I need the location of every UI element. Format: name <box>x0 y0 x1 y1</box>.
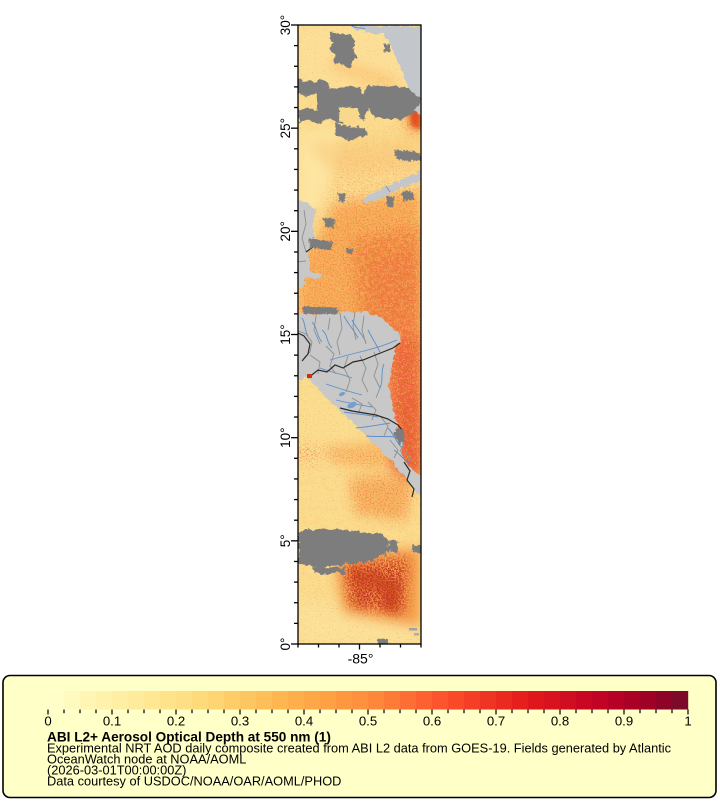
svg-text:0.7: 0.7 <box>487 713 505 728</box>
svg-text:20°: 20° <box>278 221 293 241</box>
svg-text:0.8: 0.8 <box>551 713 569 728</box>
svg-text:1: 1 <box>684 713 691 728</box>
svg-text:-85°: -85° <box>348 651 374 667</box>
svg-text:10°: 10° <box>278 427 293 447</box>
svg-text:0.9: 0.9 <box>615 713 633 728</box>
svg-text:Experimental NRT AOD daily com: Experimental NRT AOD daily composite cre… <box>47 741 672 756</box>
svg-text:5°: 5° <box>278 534 293 547</box>
svg-text:0.6: 0.6 <box>423 713 441 728</box>
svg-text:0: 0 <box>44 713 51 728</box>
svg-text:15°: 15° <box>278 324 293 344</box>
svg-text:30°: 30° <box>278 15 293 35</box>
svg-text:(2026-03-01T00:00:00Z): (2026-03-01T00:00:00Z) <box>47 763 186 778</box>
svg-text:25°: 25° <box>278 118 293 138</box>
svg-text:0.2: 0.2 <box>167 713 185 728</box>
svg-text:0°: 0° <box>278 638 293 651</box>
svg-text:0.1: 0.1 <box>103 713 121 728</box>
svg-text:0.5: 0.5 <box>359 713 377 728</box>
svg-text:0.4: 0.4 <box>295 713 313 728</box>
svg-text:0.3: 0.3 <box>231 713 249 728</box>
svg-text:OceanWatch node at NOAA/AOML: OceanWatch node at NOAA/AOML <box>47 752 246 767</box>
svg-text:ABI L2+ Aerosol Optical Depth: ABI L2+ Aerosol Optical Depth at 550 nm … <box>47 730 331 745</box>
svg-text:Data courtesy of USDOC/NOAA/OA: Data courtesy of USDOC/NOAA/OAR/AOML/PHO… <box>47 774 341 789</box>
